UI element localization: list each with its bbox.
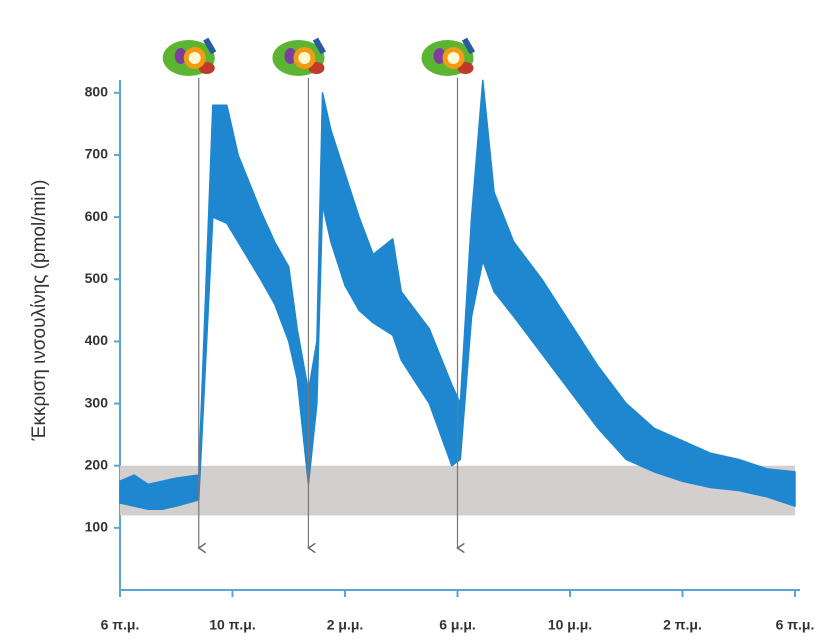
x-tick-label: 2 μ.μ. xyxy=(327,617,364,633)
food-purple xyxy=(433,48,446,64)
x-tick-label: 10 μ.μ. xyxy=(548,617,592,633)
bottle xyxy=(461,37,476,55)
meal-icon xyxy=(421,37,476,76)
x-tick-label: 2 π.μ. xyxy=(663,617,702,633)
y-tick-label: 600 xyxy=(85,208,109,224)
y-tick-label: 300 xyxy=(85,394,109,410)
x-tick-label: 6 μ.μ. xyxy=(439,617,476,633)
egg xyxy=(447,52,460,64)
food-purple xyxy=(284,48,297,64)
y-tick-label: 400 xyxy=(85,332,109,348)
x-tick-label: 10 π.μ. xyxy=(209,617,256,633)
bottle xyxy=(312,37,327,55)
x-tick-label: 6 π.μ. xyxy=(101,617,140,633)
food-purple xyxy=(174,48,187,64)
y-tick-label: 100 xyxy=(85,519,109,535)
x-tick-label: 6 π.μ. xyxy=(776,617,815,633)
meal-icon xyxy=(162,37,217,76)
y-tick-label: 700 xyxy=(85,146,109,162)
y-tick-label: 500 xyxy=(85,270,109,286)
egg xyxy=(188,52,201,64)
y-tick-label: 200 xyxy=(85,456,109,472)
y-axis-label: Έκκριση ινσουλίνης (pmol/min) xyxy=(29,180,50,442)
egg xyxy=(298,52,311,64)
y-tick-label: 800 xyxy=(85,84,109,100)
meal-icon xyxy=(272,37,327,76)
bottle xyxy=(203,37,217,55)
